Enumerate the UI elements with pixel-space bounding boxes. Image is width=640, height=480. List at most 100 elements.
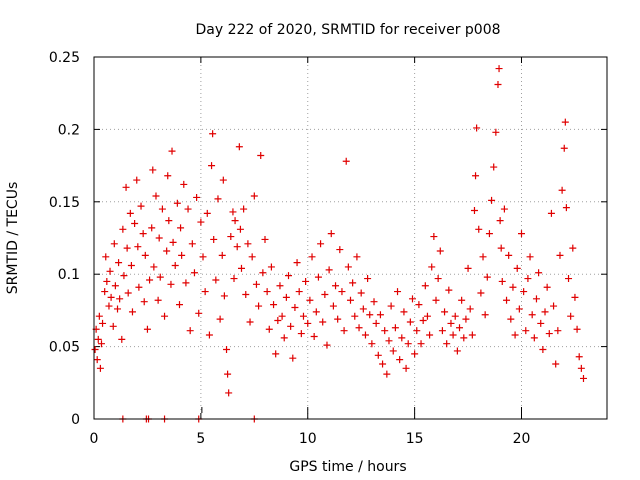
data-point <box>415 301 423 309</box>
data-point <box>285 272 293 280</box>
data-point <box>389 347 397 355</box>
data-point <box>299 312 307 320</box>
data-point <box>102 253 110 261</box>
data-point <box>240 205 248 213</box>
data-point <box>537 319 545 327</box>
y-axis-label: SRMTID / TECUs <box>5 182 21 295</box>
data-point <box>291 304 299 312</box>
data-point <box>167 280 175 288</box>
data-point <box>219 176 227 184</box>
x-tick-label: 10 <box>299 431 317 447</box>
data-point <box>141 251 149 259</box>
data-point <box>118 335 126 343</box>
data-point <box>302 277 310 285</box>
data-point <box>413 327 421 335</box>
data-point <box>340 327 348 335</box>
data-point <box>374 351 382 359</box>
data-point <box>562 204 570 212</box>
data-point <box>220 292 228 300</box>
data-point <box>186 327 194 335</box>
data-point <box>441 308 449 316</box>
data-point <box>184 205 192 213</box>
data-point <box>355 324 363 332</box>
data-point <box>394 288 402 296</box>
data-point <box>314 273 322 281</box>
data-point <box>137 202 145 210</box>
y-tick-label: 0.2 <box>58 122 80 138</box>
data-point <box>295 288 303 296</box>
data-point <box>430 233 438 241</box>
data-point <box>466 305 474 313</box>
data-point <box>203 209 211 217</box>
data-point <box>282 293 290 301</box>
data-point <box>114 305 122 313</box>
data-point <box>188 240 196 248</box>
data-point <box>366 311 374 319</box>
data-point <box>357 289 365 297</box>
data-point <box>236 225 244 233</box>
data-point <box>445 286 453 294</box>
data-point <box>372 319 380 327</box>
data-point <box>252 280 260 288</box>
data-point <box>385 337 393 345</box>
data-point <box>128 308 136 316</box>
data-point <box>364 275 372 283</box>
data-point <box>199 253 207 261</box>
data-point <box>304 319 312 327</box>
data-point <box>308 253 316 261</box>
x-tick-label: 5 <box>196 431 205 447</box>
data-point <box>490 163 498 171</box>
data-point <box>319 318 327 326</box>
data-point <box>500 205 508 213</box>
data-point <box>107 293 115 301</box>
data-point <box>421 282 429 290</box>
data-point <box>571 293 579 301</box>
data-point <box>530 334 538 342</box>
data-point <box>492 128 500 136</box>
data-point <box>485 230 493 238</box>
data-point <box>472 172 480 180</box>
data-point <box>110 240 118 248</box>
data-point <box>522 327 530 335</box>
data-point <box>276 282 284 290</box>
data-point <box>520 288 528 296</box>
data-point <box>96 364 104 372</box>
data-point <box>156 273 164 281</box>
data-point <box>134 243 142 251</box>
data-point <box>233 243 241 251</box>
data-point <box>267 263 275 271</box>
data-point <box>560 144 568 152</box>
data-point <box>503 296 511 304</box>
data-point <box>150 263 158 271</box>
y-tick-label: 0 <box>71 412 80 428</box>
data-point <box>123 244 131 252</box>
data-point <box>164 172 172 180</box>
data-point <box>297 330 305 338</box>
data-point <box>165 217 173 225</box>
data-point <box>327 230 335 238</box>
data-point <box>473 124 481 132</box>
data-point <box>111 282 119 290</box>
data-point <box>124 289 132 297</box>
x-tick-label: 0 <box>90 431 99 447</box>
data-point <box>99 319 107 327</box>
data-point <box>552 360 560 368</box>
data-point <box>554 327 562 335</box>
data-point <box>428 263 436 271</box>
data-point <box>453 347 461 355</box>
data-point <box>329 302 337 310</box>
data-point <box>227 233 235 241</box>
data-point <box>224 370 232 378</box>
data-point <box>257 151 265 159</box>
data-point <box>460 334 468 342</box>
data-point <box>417 340 425 348</box>
data-point <box>214 195 222 203</box>
data-point <box>381 327 389 335</box>
data-point <box>567 312 575 320</box>
data-point <box>573 325 581 333</box>
data-point <box>135 283 143 291</box>
data-point <box>561 118 569 126</box>
data-point <box>225 389 233 397</box>
data-point <box>535 269 543 277</box>
